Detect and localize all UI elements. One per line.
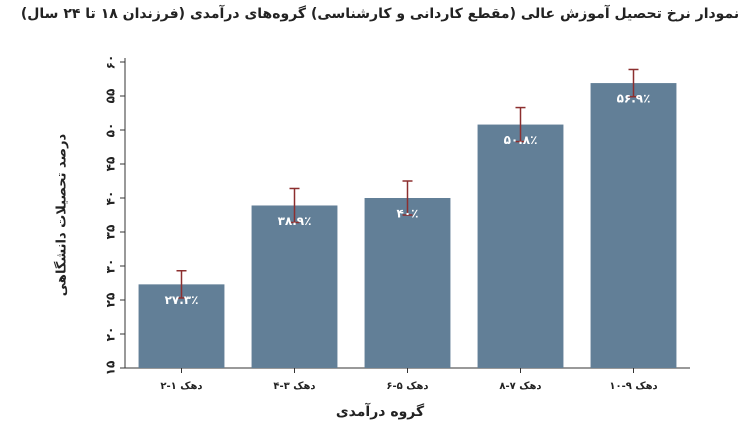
- y-tick-label: ۶۰: [104, 55, 118, 70]
- value-label: ۵۶.۹٪: [617, 92, 651, 106]
- bar: [590, 83, 677, 368]
- bar: [364, 198, 451, 368]
- value-label: ۵۰.۸٪: [504, 133, 538, 147]
- value-label: ۳۸.۹٪: [278, 214, 312, 228]
- y-tick-label: ۲۰: [104, 327, 118, 342]
- y-tick-label: ۲۵: [104, 293, 118, 308]
- error-bar: [176, 270, 187, 299]
- error-bar: [289, 187, 300, 224]
- y-axis-label: درصد تحصیلات دانشگاهی: [54, 133, 70, 296]
- value-label: ۴۰٪: [397, 207, 419, 221]
- y-tick-label: ۳۵: [104, 225, 118, 240]
- x-tick-label: دهک ۳-۴: [273, 381, 315, 392]
- bar: [251, 205, 338, 368]
- y-tick-label: ۵۰: [104, 123, 118, 138]
- x-tick-label: دهک ۱-۲: [160, 381, 202, 392]
- value-label: ۲۷.۳٪: [165, 293, 199, 307]
- x-axis-label: گروه درآمدی: [336, 402, 425, 420]
- error-bar: [515, 106, 526, 143]
- error-bar: [628, 68, 639, 98]
- bar: [477, 124, 564, 368]
- error-bar: [402, 180, 413, 216]
- x-tick-label: دهک ۵-۶: [386, 381, 428, 392]
- y-tick-label: ۳۰: [104, 259, 118, 274]
- x-tick-label: دهک ۹-۱۰: [609, 381, 657, 392]
- y-tick-label: ۱۵: [104, 361, 118, 376]
- x-tick-label: دهک ۷-۸: [499, 381, 541, 392]
- y-tick-label: ۵۵: [104, 89, 118, 104]
- y-tick-label: ۴۰: [104, 191, 118, 206]
- chart-title: نمودار نرخ تحصیل آموزش عالی (مقطع کاردان…: [21, 4, 739, 22]
- y-tick-label: ۴۵: [104, 157, 118, 172]
